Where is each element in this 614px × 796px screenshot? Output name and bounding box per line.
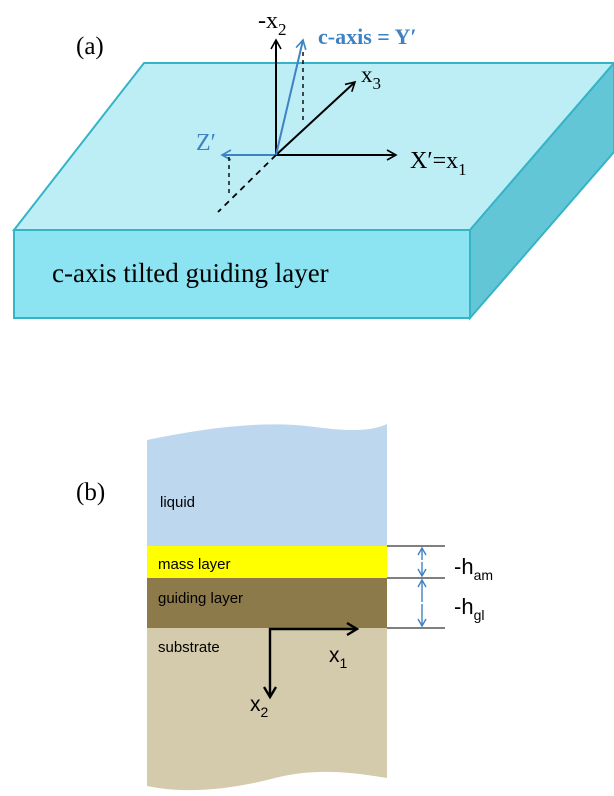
hgl-dimension-label: -hgl bbox=[454, 594, 484, 623]
axis-caxis-label: c-axis = Y′ bbox=[318, 24, 417, 49]
axis-zprime-label: Z′ bbox=[196, 130, 216, 156]
layer-label: c-axis tilted guiding layer bbox=[52, 258, 329, 288]
mass-layer-region bbox=[147, 546, 387, 578]
axis-x3-arrow bbox=[275, 80, 357, 156]
ham-dimension-label: -ham bbox=[454, 554, 493, 583]
liquid-label: liquid bbox=[160, 494, 195, 511]
axis-neg-x2-label: -x2 bbox=[258, 8, 287, 39]
axis-x3-label: x3 bbox=[361, 62, 381, 93]
axis-x2-label: x2 bbox=[250, 693, 269, 720]
block-front-face bbox=[13, 229, 471, 319]
panel-b: (b) liquid mass layer guiding layer subs… bbox=[76, 424, 493, 791]
axis-x1-label: x1 bbox=[329, 644, 348, 671]
guiding-layer-region bbox=[147, 578, 387, 628]
panel-a: (a) c-axis tilted guiding layer -x2 c-ax… bbox=[11, 8, 614, 321]
mass-layer-label: mass layer bbox=[158, 556, 231, 573]
liquid-region bbox=[147, 424, 387, 546]
substrate-label: substrate bbox=[158, 639, 220, 656]
panel-a-label: (a) bbox=[76, 33, 104, 60]
guiding-layer-label: guiding layer bbox=[158, 590, 243, 607]
panel-b-label: (b) bbox=[76, 479, 105, 506]
axis-caxis-arrow bbox=[275, 38, 307, 156]
substrate-region bbox=[147, 628, 387, 791]
axis-xprime-label: X′=x1 bbox=[410, 148, 467, 179]
axis-x3-negative-dashed bbox=[217, 154, 277, 213]
